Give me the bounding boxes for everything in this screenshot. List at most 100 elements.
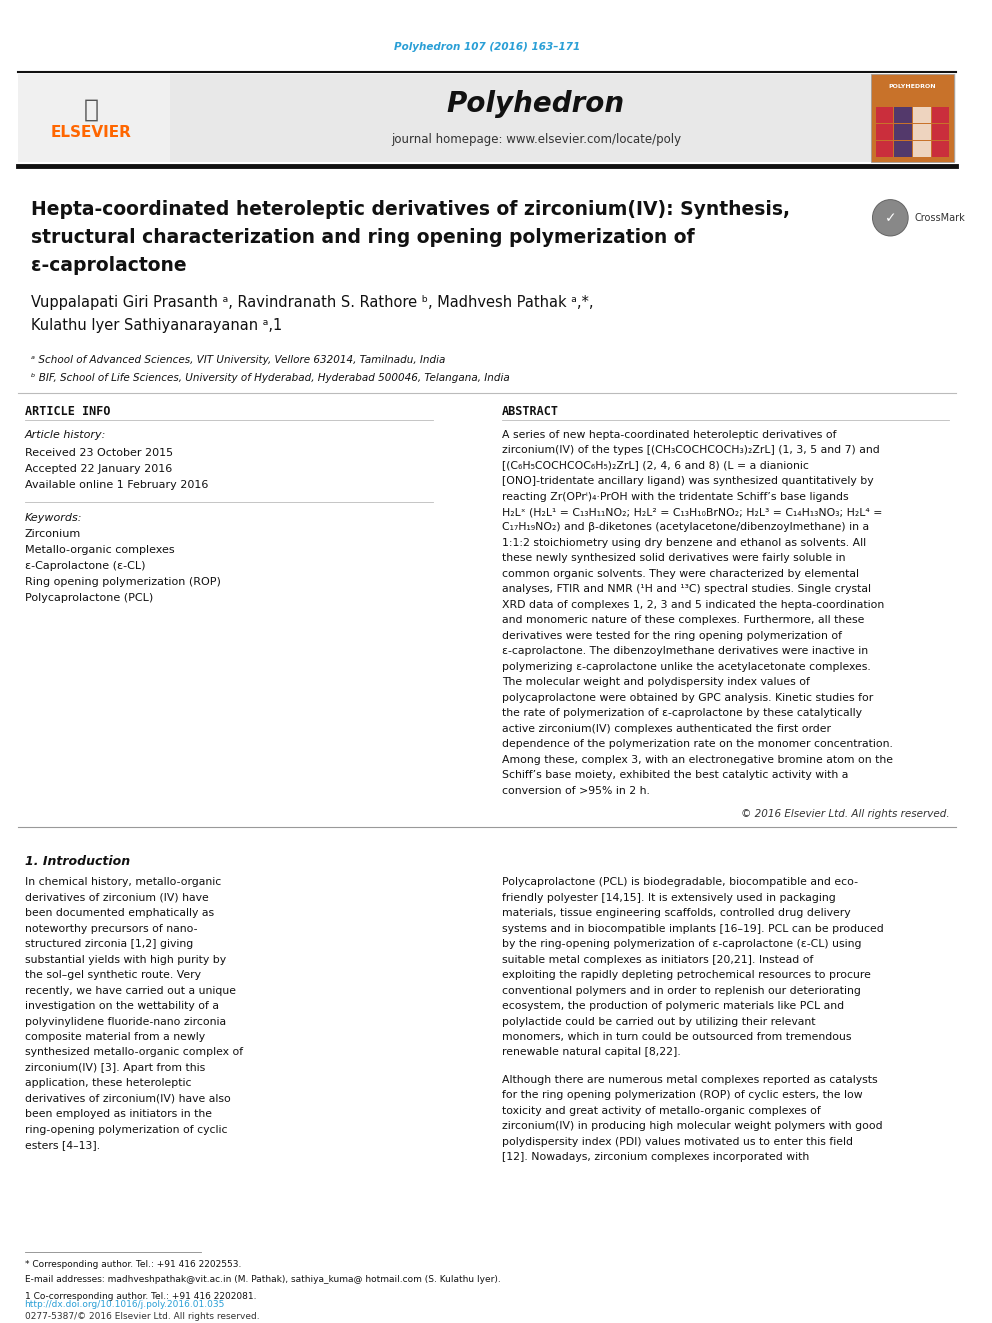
FancyBboxPatch shape [18, 74, 170, 161]
Text: recently, we have carried out a unique: recently, we have carried out a unique [25, 986, 235, 995]
Text: conversion of >95% in 2 h.: conversion of >95% in 2 h. [502, 786, 650, 795]
Text: ring-opening polymerization of cyclic: ring-opening polymerization of cyclic [25, 1125, 227, 1135]
Text: Available online 1 February 2016: Available online 1 February 2016 [25, 479, 208, 490]
Text: E-mail addresses: madhveshpathak@vit.ac.in (M. Pathak), sathiya_kuma@ hotmail.co: E-mail addresses: madhveshpathak@vit.ac.… [25, 1275, 500, 1283]
FancyBboxPatch shape [876, 140, 893, 157]
Text: suitable metal complexes as initiators [20,21]. Instead of: suitable metal complexes as initiators [… [502, 955, 813, 964]
Text: Ring opening polymerization (ROP): Ring opening polymerization (ROP) [25, 577, 220, 587]
FancyBboxPatch shape [18, 74, 956, 161]
Text: ARTICLE INFO: ARTICLE INFO [25, 405, 110, 418]
FancyBboxPatch shape [871, 74, 954, 161]
Text: * Corresponding author. Tel.: +91 416 2202553.: * Corresponding author. Tel.: +91 416 22… [25, 1259, 241, 1269]
Text: zirconium(IV) in producing high molecular weight polymers with good: zirconium(IV) in producing high molecula… [502, 1122, 882, 1131]
Text: systems and in biocompatible implants [16–19]. PCL can be produced: systems and in biocompatible implants [1… [502, 923, 883, 934]
Text: Zirconium: Zirconium [25, 529, 80, 540]
FancyBboxPatch shape [894, 124, 912, 140]
Text: ε-caprolactone: ε-caprolactone [32, 255, 187, 275]
FancyBboxPatch shape [913, 124, 930, 140]
Text: materials, tissue engineering scaffolds, controlled drug delivery: materials, tissue engineering scaffolds,… [502, 908, 850, 918]
Text: Accepted 22 January 2016: Accepted 22 January 2016 [25, 463, 172, 474]
Text: zirconium(IV) of the types [(CH₃COCHCOCH₃)₂ZrL] (1, 3, 5 and 7) and: zirconium(IV) of the types [(CH₃COCHCOCH… [502, 445, 879, 455]
Text: Metallo-organic complexes: Metallo-organic complexes [25, 545, 175, 556]
Text: [ONO]-tridentate ancillary ligand) was synthesized quantitatively by: [ONO]-tridentate ancillary ligand) was s… [502, 476, 873, 486]
Text: zirconium(IV) [3]. Apart from this: zirconium(IV) [3]. Apart from this [25, 1062, 204, 1073]
Text: conventional polymers and in order to replenish our deteriorating: conventional polymers and in order to re… [502, 986, 860, 995]
FancyBboxPatch shape [894, 140, 912, 157]
Text: Keywords:: Keywords: [25, 513, 82, 524]
Text: Hepta-coordinated heteroleptic derivatives of zirconium(IV): Synthesis,: Hepta-coordinated heteroleptic derivativ… [32, 200, 791, 218]
FancyBboxPatch shape [876, 107, 893, 123]
Text: H₂Lˣ (H₂L¹ = C₁₃H₁₁NO₂; H₂L² = C₁₃H₁₀BrNO₂; H₂L³ = C₁₄H₁₃NO₃; H₂L⁴ =: H₂Lˣ (H₂L¹ = C₁₃H₁₁NO₂; H₂L² = C₁₃H₁₀BrN… [502, 507, 882, 517]
Circle shape [873, 200, 908, 235]
Text: Among these, complex 3, with an electronegative bromine atom on the: Among these, complex 3, with an electron… [502, 754, 893, 765]
Text: esters [4–13].: esters [4–13]. [25, 1140, 99, 1151]
Text: noteworthy precursors of nano-: noteworthy precursors of nano- [25, 923, 197, 934]
Text: ε-caprolactone. The dibenzoylmethane derivatives were inactive in: ε-caprolactone. The dibenzoylmethane der… [502, 647, 868, 656]
Text: common organic solvents. They were characterized by elemental: common organic solvents. They were chara… [502, 569, 859, 579]
Text: these newly synthesized solid derivatives were fairly soluble in: these newly synthesized solid derivative… [502, 553, 845, 564]
Text: Kulathu Iyer Sathiyanarayanan ᵃ,1: Kulathu Iyer Sathiyanarayanan ᵃ,1 [32, 318, 283, 332]
Text: dependence of the polymerization rate on the monomer concentration.: dependence of the polymerization rate on… [502, 740, 893, 749]
Text: journal homepage: www.elsevier.com/locate/poly: journal homepage: www.elsevier.com/locat… [391, 134, 682, 147]
Text: investigation on the wettability of a: investigation on the wettability of a [25, 1002, 218, 1011]
Text: Although there are numerous metal complexes reported as catalysts: Although there are numerous metal comple… [502, 1076, 877, 1085]
Text: for the ring opening polymerization (ROP) of cyclic esters, the low: for the ring opening polymerization (ROP… [502, 1090, 862, 1101]
Text: Polycaprolactone (PCL): Polycaprolactone (PCL) [25, 594, 153, 603]
Text: XRD data of complexes 1, 2, 3 and 5 indicated the hepta-coordination: XRD data of complexes 1, 2, 3 and 5 indi… [502, 599, 884, 610]
FancyBboxPatch shape [931, 107, 949, 123]
Text: monomers, which in turn could be outsourced from tremendous: monomers, which in turn could be outsour… [502, 1032, 851, 1043]
Text: ELSEVIER: ELSEVIER [51, 124, 132, 140]
Text: CrossMark: CrossMark [915, 213, 965, 222]
Text: © 2016 Elsevier Ltd. All rights reserved.: © 2016 Elsevier Ltd. All rights reserved… [741, 810, 949, 819]
Text: reacting Zr(OPrⁱ)₄·PrOH with the tridentate Schiff’s base ligands: reacting Zr(OPrⁱ)₄·PrOH with the trident… [502, 492, 848, 501]
Text: polycaprolactone were obtained by GPC analysis. Kinetic studies for: polycaprolactone were obtained by GPC an… [502, 693, 873, 703]
Text: been documented emphatically as: been documented emphatically as [25, 908, 213, 918]
FancyBboxPatch shape [876, 124, 893, 140]
FancyBboxPatch shape [931, 124, 949, 140]
Text: polydispersity index (PDI) values motivated us to enter this field: polydispersity index (PDI) values motiva… [502, 1136, 852, 1147]
Text: derivatives of zirconium (IV) have: derivatives of zirconium (IV) have [25, 893, 208, 902]
Text: A series of new hepta-coordinated heteroleptic derivatives of: A series of new hepta-coordinated hetero… [502, 430, 836, 439]
Text: active zirconium(IV) complexes authenticated the first order: active zirconium(IV) complexes authentic… [502, 724, 830, 734]
Text: polyvinylidene fluoride-nano zirconia: polyvinylidene fluoride-nano zirconia [25, 1016, 225, 1027]
Text: 1. Introduction: 1. Introduction [25, 855, 130, 868]
Text: derivatives were tested for the ring opening polymerization of: derivatives were tested for the ring ope… [502, 631, 841, 640]
Text: exploiting the rapidly depleting petrochemical resources to procure: exploiting the rapidly depleting petroch… [502, 970, 871, 980]
Text: derivatives of zirconium(IV) have also: derivatives of zirconium(IV) have also [25, 1094, 230, 1103]
Text: Polyhedron: Polyhedron [447, 90, 625, 118]
Text: friendly polyester [14,15]. It is extensively used in packaging: friendly polyester [14,15]. It is extens… [502, 893, 835, 902]
Text: [12]. Nowadays, zirconium complexes incorporated with: [12]. Nowadays, zirconium complexes inco… [502, 1152, 808, 1163]
Text: ᵃ School of Advanced Sciences, VIT University, Vellore 632014, Tamilnadu, India: ᵃ School of Advanced Sciences, VIT Unive… [32, 355, 445, 365]
Text: renewable natural capital [8,22].: renewable natural capital [8,22]. [502, 1048, 681, 1057]
Text: application, these heteroleptic: application, these heteroleptic [25, 1078, 191, 1089]
FancyBboxPatch shape [894, 107, 912, 123]
Text: the rate of polymerization of ε-caprolactone by these catalytically: the rate of polymerization of ε-caprolac… [502, 708, 862, 718]
Text: 1:1:2 stoichiometry using dry benzene and ethanol as solvents. All: 1:1:2 stoichiometry using dry benzene an… [502, 538, 866, 548]
Text: polymerizing ε-caprolactone unlike the acetylacetonate complexes.: polymerizing ε-caprolactone unlike the a… [502, 662, 870, 672]
Text: Schiff’s base moiety, exhibited the best catalytic activity with a: Schiff’s base moiety, exhibited the best… [502, 770, 848, 781]
Text: ecosystem, the production of polymeric materials like PCL and: ecosystem, the production of polymeric m… [502, 1002, 844, 1011]
Text: In chemical history, metallo-organic: In chemical history, metallo-organic [25, 877, 221, 888]
Text: 1 Co-corresponding author. Tel.: +91 416 2202081.: 1 Co-corresponding author. Tel.: +91 416… [25, 1291, 256, 1301]
FancyBboxPatch shape [931, 140, 949, 157]
Text: Vuppalapati Giri Prasanth ᵃ, Ravindranath S. Rathore ᵇ, Madhvesh Pathak ᵃ,*,: Vuppalapati Giri Prasanth ᵃ, Ravindranat… [32, 295, 594, 310]
Text: Polyhedron 107 (2016) 163–171: Polyhedron 107 (2016) 163–171 [394, 42, 580, 52]
Text: Polycaprolactone (PCL) is biodegradable, biocompatible and eco-: Polycaprolactone (PCL) is biodegradable,… [502, 877, 858, 888]
Text: 0277-5387/© 2016 Elsevier Ltd. All rights reserved.: 0277-5387/© 2016 Elsevier Ltd. All right… [25, 1311, 259, 1320]
Text: POLYHEDRON: POLYHEDRON [889, 83, 936, 89]
Text: ✓: ✓ [885, 210, 896, 225]
Text: Received 23 October 2015: Received 23 October 2015 [25, 447, 173, 458]
FancyBboxPatch shape [913, 107, 930, 123]
Text: ε-Caprolactone (ε-CL): ε-Caprolactone (ε-CL) [25, 561, 145, 572]
Text: Article history:: Article history: [25, 430, 106, 439]
Text: and monomeric nature of these complexes. Furthermore, all these: and monomeric nature of these complexes.… [502, 615, 864, 626]
Text: toxicity and great activity of metallo-organic complexes of: toxicity and great activity of metallo-o… [502, 1106, 820, 1115]
Text: composite material from a newly: composite material from a newly [25, 1032, 204, 1043]
Text: synthesized metallo-organic complex of: synthesized metallo-organic complex of [25, 1048, 243, 1057]
Text: http://dx.doi.org/10.1016/j.poly.2016.01.035: http://dx.doi.org/10.1016/j.poly.2016.01… [25, 1299, 225, 1308]
Text: substantial yields with high purity by: substantial yields with high purity by [25, 955, 225, 964]
Text: by the ring-opening polymerization of ε-caprolactone (ε-CL) using: by the ring-opening polymerization of ε-… [502, 939, 861, 949]
Text: polylactide could be carried out by utilizing their relevant: polylactide could be carried out by util… [502, 1016, 815, 1027]
Text: ABSTRACT: ABSTRACT [502, 405, 558, 418]
Text: 🌳: 🌳 [83, 98, 99, 122]
